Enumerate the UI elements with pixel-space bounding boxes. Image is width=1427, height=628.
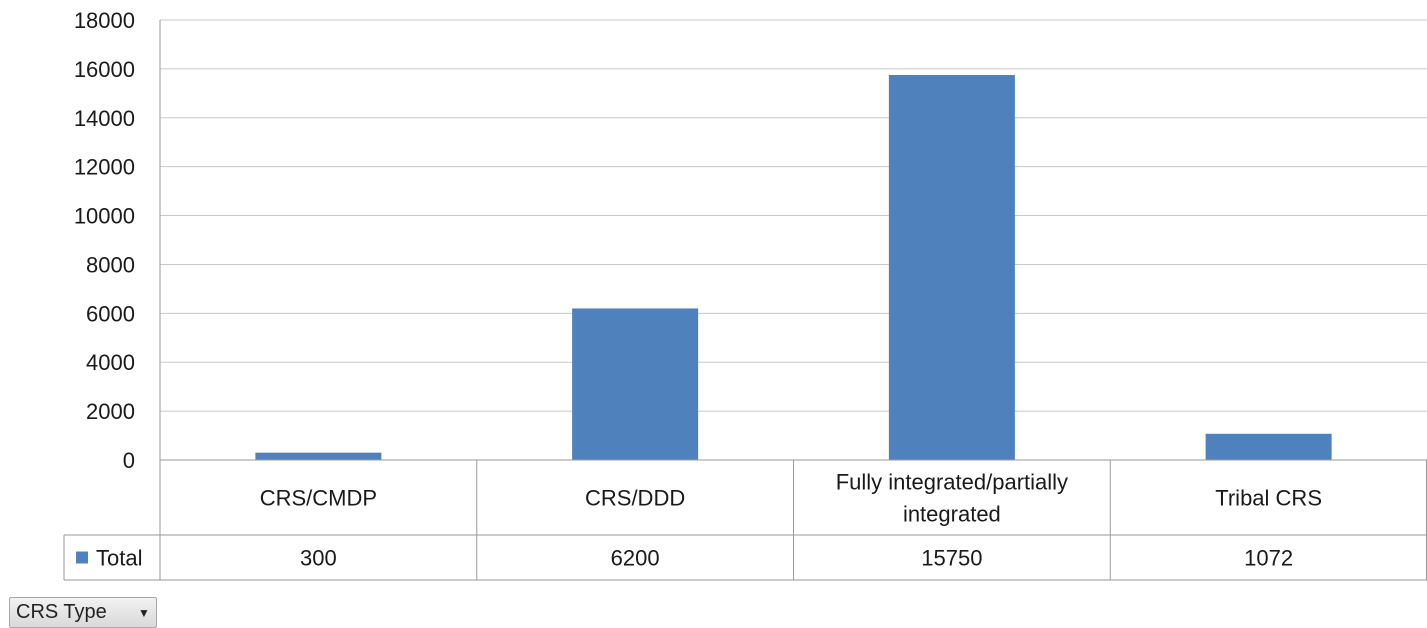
y-tick-label: 16000 bbox=[74, 57, 135, 82]
data-table: CRS/CMDP CRS/DDD Fully integrated/partiall… bbox=[63, 459, 1427, 581]
bar bbox=[1205, 433, 1332, 460]
y-tick-label: 2000 bbox=[86, 399, 135, 424]
data-value-label: 15750 bbox=[921, 546, 982, 571]
data-value-label: 6200 bbox=[611, 546, 660, 571]
y-tick-label: 8000 bbox=[86, 252, 135, 277]
category-label: Tribal CRS bbox=[1215, 486, 1322, 511]
y-tick-label: 0 bbox=[123, 448, 135, 473]
y-tick-label: 10000 bbox=[74, 204, 135, 229]
gridlines bbox=[159, 19, 1427, 461]
bars bbox=[255, 75, 1332, 460]
series-label: Total bbox=[96, 546, 142, 571]
category-label: CRS/CMDP bbox=[260, 486, 377, 511]
data-value-label: 300 bbox=[300, 546, 337, 571]
y-axis-ticks: 0 2000 4000 6000 8000 10000 12000 14000 16000 180… bbox=[74, 8, 135, 473]
y-tick-label: 6000 bbox=[86, 301, 135, 326]
dropdown-arrow-icon: ▼ bbox=[138, 605, 150, 620]
category-label: integrated bbox=[903, 502, 1001, 527]
category-label: CRS/DDD bbox=[585, 486, 685, 511]
legend-key bbox=[76, 551, 88, 564]
y-tick-label: 4000 bbox=[86, 350, 135, 375]
y-tick-label: 12000 bbox=[74, 155, 135, 180]
crs-type-field-button[interactable]: CRS Type ▼ bbox=[9, 597, 157, 628]
y-tick-label: 14000 bbox=[74, 106, 135, 131]
bar bbox=[572, 308, 699, 460]
bar bbox=[255, 452, 382, 460]
category-label: Fully integrated/partially bbox=[836, 470, 1068, 495]
field-button-label: CRS Type bbox=[16, 601, 107, 623]
bar-chart: 0 2000 4000 6000 8000 10000 12000 14000 16000 180… bbox=[63, 8, 1427, 581]
y-tick-label: 18000 bbox=[74, 8, 135, 33]
data-value-label: 1072 bbox=[1244, 546, 1293, 571]
bar bbox=[888, 75, 1015, 460]
